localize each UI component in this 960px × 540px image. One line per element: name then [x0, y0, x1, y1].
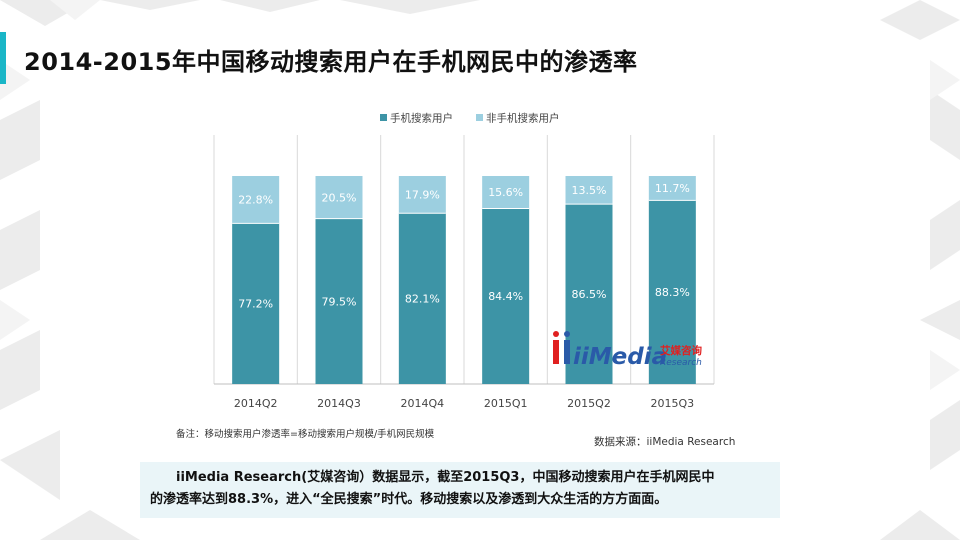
summary-line-2: 的渗透率达到88.3%，进入“全民搜索”时代。移动搜索以及渗透到大众生活的方方面…	[150, 492, 668, 507]
data-label: 88.3%	[655, 286, 690, 299]
bar-mobile-search	[398, 213, 446, 384]
bar-mobile-search	[315, 218, 363, 384]
bar-mobile-search	[482, 208, 530, 384]
iimedia-logo: iiMedia 艾媒咨询 Research	[553, 331, 702, 370]
logo-cn-text: 艾媒咨询	[660, 344, 702, 357]
data-label: 13.5%	[572, 184, 607, 197]
logo-main-text: iiMedia	[573, 344, 667, 370]
data-label: 11.7%	[655, 182, 690, 195]
data-label: 15.6%	[488, 186, 523, 199]
legend-swatch-mobile-search	[380, 114, 387, 121]
bar-mobile-search	[565, 204, 613, 384]
data-label: 22.8%	[238, 194, 273, 207]
data-label: 17.9%	[405, 189, 440, 202]
data-label: 86.5%	[572, 288, 607, 301]
x-tick-label: 2014Q4	[401, 397, 445, 410]
x-tick-label: 2015Q2	[567, 397, 611, 410]
data-label: 79.5%	[322, 295, 357, 308]
x-tick-label: 2015Q3	[651, 397, 695, 410]
summary-line-1: iiMedia Research(艾媒咨询）数据显示，截至2015Q3，中国移动…	[176, 470, 715, 485]
legend-swatch-non-mobile-search	[476, 114, 483, 121]
bar-non-mobile-search	[482, 176, 530, 209]
data-label: 82.1%	[405, 293, 440, 306]
title-accent-bar	[0, 32, 6, 84]
bar-mobile-search	[232, 223, 280, 384]
legend-label-non-mobile-search: 非手机搜索用户	[486, 112, 560, 125]
data-source: 数据来源：iiMedia Research	[594, 436, 736, 448]
summary-box: iiMedia Research(艾媒咨询）数据显示，截至2015Q3，中国移动…	[140, 462, 780, 518]
x-tick-label: 2014Q3	[317, 397, 361, 410]
chart-note: 备注：移动搜索用户渗透率=移动搜索用户规模/手机网民规模	[176, 429, 435, 440]
logo-en-text: Research	[660, 358, 702, 368]
bar-non-mobile-search	[315, 176, 363, 219]
legend-label-mobile-search: 手机搜索用户	[390, 112, 453, 125]
bar-non-mobile-search	[648, 176, 696, 201]
x-tick-label: 2015Q1	[484, 397, 528, 410]
bar-non-mobile-search	[398, 176, 446, 214]
data-label: 77.2%	[238, 298, 273, 311]
data-label: 20.5%	[322, 191, 357, 204]
x-tick-label: 2014Q2	[234, 397, 278, 410]
bar-non-mobile-search	[565, 176, 613, 205]
bar-non-mobile-search	[232, 176, 280, 224]
data-label: 84.4%	[488, 290, 523, 303]
page-title: 2014-2015年中国移动搜索用户在手机网民中的渗透率	[24, 48, 638, 76]
bar-mobile-search	[648, 200, 696, 384]
